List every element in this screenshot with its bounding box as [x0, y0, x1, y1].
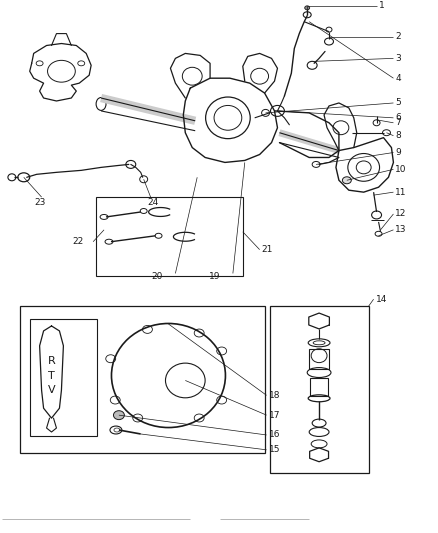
Text: 15: 15 [268, 446, 280, 454]
Text: 5: 5 [396, 99, 401, 108]
Text: 10: 10 [396, 165, 407, 174]
Text: 6: 6 [396, 114, 401, 123]
Bar [269, 306, 369, 473]
Ellipse shape [113, 411, 124, 419]
Text: 24: 24 [147, 198, 158, 207]
Text: T: T [48, 370, 55, 381]
Text: V: V [48, 385, 55, 395]
Text: 18: 18 [268, 391, 280, 400]
Bar [309, 349, 329, 369]
Text: 3: 3 [396, 54, 401, 63]
Bar [310, 378, 328, 397]
Bar [96, 197, 243, 277]
Text: 8: 8 [396, 131, 401, 140]
Bar [30, 319, 97, 436]
Ellipse shape [305, 6, 310, 10]
Text: 16: 16 [268, 431, 280, 440]
Ellipse shape [343, 177, 351, 184]
Text: 1: 1 [378, 2, 384, 10]
Text: 13: 13 [396, 225, 407, 235]
Text: R: R [48, 356, 55, 366]
Bar [20, 306, 265, 453]
Text: 7: 7 [396, 118, 401, 127]
Text: 21: 21 [261, 245, 273, 254]
Text: 19: 19 [208, 272, 220, 281]
Text: 2: 2 [396, 32, 401, 41]
Text: 9: 9 [396, 148, 401, 157]
Text: 20: 20 [151, 272, 162, 281]
Text: 12: 12 [396, 209, 407, 219]
Text: 23: 23 [34, 198, 45, 207]
Text: 14: 14 [376, 295, 387, 304]
Text: 11: 11 [396, 188, 407, 197]
Text: 22: 22 [72, 237, 83, 246]
Text: 17: 17 [268, 410, 280, 419]
Text: 4: 4 [396, 74, 401, 83]
